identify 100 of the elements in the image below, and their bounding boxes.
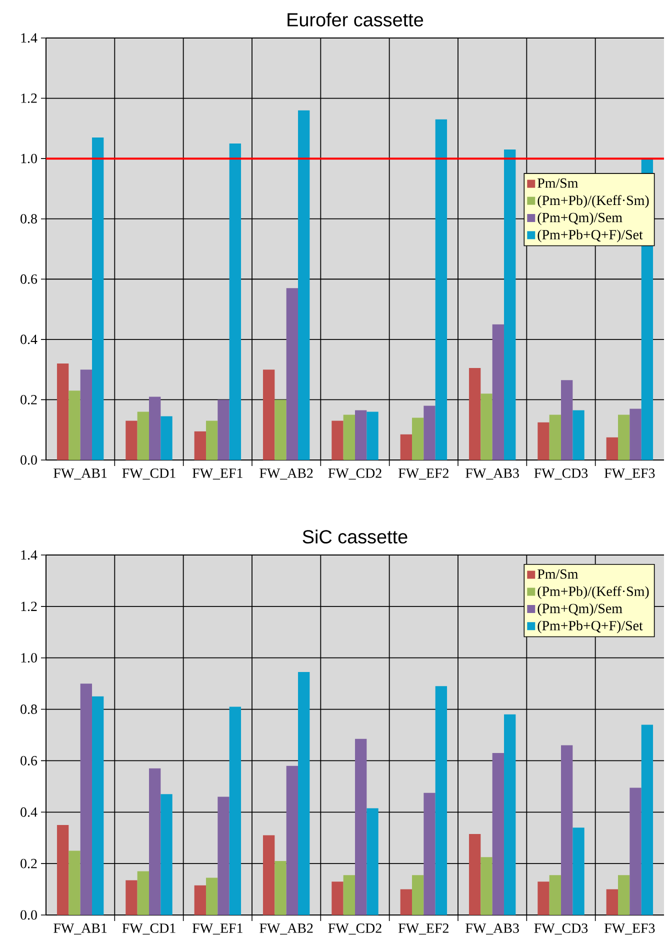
bar: [468, 368, 481, 460]
bar: [218, 400, 230, 460]
bar: [549, 414, 562, 460]
x-tick-label: FW_EF3: [604, 468, 655, 480]
y-tick-label: 0.2: [20, 394, 37, 404]
bar: [618, 414, 630, 460]
bar: [298, 672, 310, 915]
bar: [218, 796, 230, 915]
bar: [80, 370, 92, 460]
y-tick-label: 0.0: [20, 910, 37, 920]
x-tick-label: FW_CD2: [328, 468, 382, 480]
bar: [274, 861, 286, 915]
bar: [332, 882, 344, 915]
y-tick-label: 0.4: [20, 334, 38, 344]
bar: [206, 878, 218, 915]
bar: [630, 408, 642, 460]
bar: [400, 889, 412, 915]
bar: [561, 380, 573, 460]
bar: [137, 871, 149, 915]
x-tick-label: FW_AB2: [260, 468, 313, 480]
bar: [274, 400, 286, 460]
bar: [298, 110, 310, 460]
bar: [343, 875, 356, 915]
bar: [504, 150, 516, 460]
bar: [480, 857, 492, 915]
bar: [262, 370, 275, 460]
bar: [194, 885, 206, 915]
bar: [286, 288, 298, 460]
legend-label: Pm/Sm: [538, 178, 578, 188]
bar: [137, 412, 149, 460]
bar: [618, 875, 630, 915]
x-tick-label: FW_EF1: [192, 468, 242, 480]
bar: [80, 684, 92, 915]
legend-label: (Pm+Pb)/(Keff·Sm): [538, 195, 649, 208]
x-tick-label: FW_AB2: [260, 924, 313, 935]
legend-label: Pm/Sm: [538, 569, 578, 579]
bar: [549, 875, 562, 915]
bar: [606, 437, 618, 460]
bar: [160, 794, 172, 915]
x-tick-label: FW_AB1: [54, 924, 107, 935]
bar: [343, 414, 356, 460]
bar: [538, 422, 550, 460]
bar: [149, 768, 161, 915]
y-tick-label: 0.4: [20, 807, 38, 817]
bar: [412, 875, 424, 915]
bar: [56, 825, 69, 915]
bar: [538, 882, 550, 915]
y-tick-label: 0.0: [20, 455, 37, 465]
y-tick-label: 0.2: [20, 858, 37, 868]
y-tick-label: 1.4: [21, 550, 38, 560]
y-tick-label: 1.0: [21, 154, 37, 164]
bar: [480, 394, 492, 460]
bar: [424, 406, 436, 460]
y-tick-label: 0.6: [20, 274, 38, 284]
bar: [630, 788, 642, 915]
bar: [56, 364, 69, 460]
legend-label: (Pm+Qm)/Sem: [538, 603, 622, 616]
y-tick-label: 0.8: [20, 704, 37, 714]
bar: [160, 416, 172, 460]
y-tick-label: 1.4: [21, 33, 38, 43]
bar: [229, 706, 242, 915]
bar: [366, 412, 378, 460]
bar: [412, 418, 424, 460]
bar: [126, 880, 138, 915]
bar: [606, 889, 618, 915]
bar: [194, 431, 206, 460]
y-tick-label: 1.2: [21, 94, 37, 103]
bar: [492, 324, 504, 460]
bar: [262, 835, 275, 915]
y-tick-label: 0.8: [20, 214, 37, 224]
bar: [68, 850, 80, 915]
bar: [400, 434, 412, 460]
x-tick-label: FW_CD1: [122, 468, 176, 480]
bar: [424, 792, 436, 915]
bar: [332, 420, 344, 460]
bar: [641, 724, 654, 915]
x-tick-label: FW_EF3: [604, 924, 655, 935]
legend-label: (Pm+Qm)/Sem: [538, 212, 622, 226]
legend-label: (Pm+Pb+Q+F)/Set: [538, 230, 643, 242]
bar: [435, 119, 448, 460]
x-tick-label: FW_AB3: [466, 924, 519, 935]
bar: [561, 745, 573, 915]
x-tick-label: FW_CD3: [534, 924, 588, 935]
bar: [92, 137, 104, 460]
y-tick-label: 1.2: [21, 602, 37, 612]
bar: [92, 696, 104, 915]
chart-title: SiC cassette: [302, 530, 408, 544]
bar: [126, 420, 138, 460]
x-tick-label: FW_EF2: [398, 468, 448, 480]
bar: [492, 752, 504, 915]
bar: [572, 410, 584, 460]
legend-label: (Pm+Pb)/(Keff·Sm): [538, 586, 649, 599]
bar: [68, 390, 80, 460]
bar: [355, 410, 367, 460]
y-tick-label: 0.6: [20, 756, 38, 766]
bar: [468, 834, 481, 915]
legend-label: (Pm+Pb+Q+F)/Set: [538, 620, 643, 634]
bar: [149, 396, 161, 460]
x-tick-label: FW_EF2: [398, 924, 448, 935]
x-tick-label: FW_CD3: [534, 468, 588, 480]
